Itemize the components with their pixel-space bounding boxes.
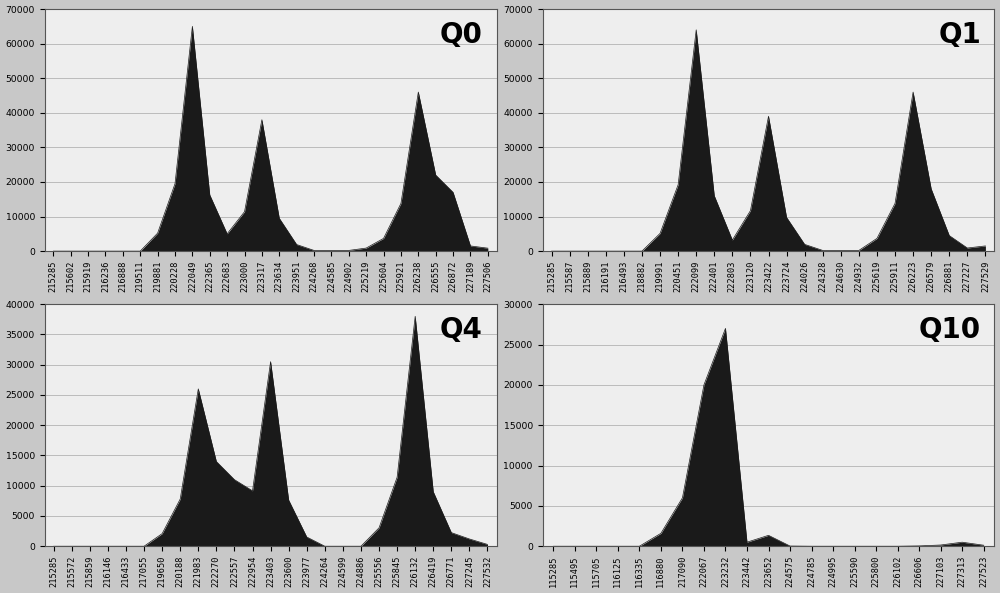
- Text: Q0: Q0: [440, 21, 483, 49]
- Text: Q4: Q4: [440, 316, 483, 345]
- Text: Q1: Q1: [938, 21, 981, 49]
- Text: Q10: Q10: [919, 316, 981, 345]
